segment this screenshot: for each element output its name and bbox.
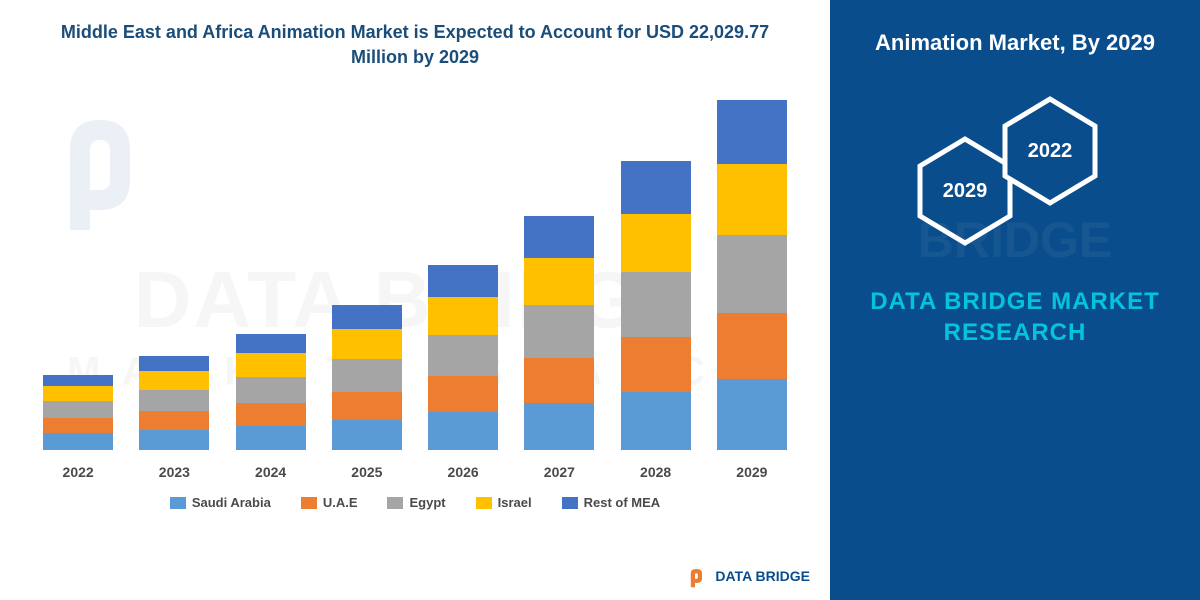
x-axis-label: 2029: [717, 464, 787, 480]
segment-u-a-e: [428, 376, 498, 412]
footer-brand-text: DATA BRIDGE: [715, 568, 810, 584]
legend-item-u-a-e: U.A.E: [301, 495, 358, 510]
segment-rest-of-mea: [621, 161, 691, 213]
segment-egypt: [621, 272, 691, 336]
segment-israel: [139, 371, 209, 390]
segment-u-a-e: [236, 403, 306, 426]
legend-item-israel: Israel: [476, 495, 532, 510]
bar-2025: [332, 305, 402, 451]
segment-u-a-e: [524, 358, 594, 403]
segment-egypt: [43, 401, 113, 418]
hexagon-graphic: 2029 2022: [915, 96, 1115, 256]
segment-saudi-arabia: [43, 433, 113, 450]
segment-u-a-e: [332, 392, 402, 420]
legend-label: U.A.E: [323, 495, 358, 510]
panel-title: Animation Market, By 2029: [875, 30, 1155, 56]
x-axis-label: 2023: [139, 464, 209, 480]
legend-swatch: [562, 497, 578, 509]
segment-saudi-arabia: [332, 420, 402, 450]
bar-2024: [236, 334, 306, 450]
brand-line1: DATA BRIDGE MARKET: [870, 286, 1160, 317]
bar-2026: [428, 265, 498, 451]
bar-2027: [524, 216, 594, 450]
segment-israel: [524, 258, 594, 305]
stacked-bar-chart: 2022 2023 2024 2025 2026 2027 2028 2029: [30, 80, 800, 480]
segment-saudi-arabia: [139, 430, 209, 451]
brand-line2: RESEARCH: [870, 317, 1160, 348]
bar-2028: [621, 161, 691, 450]
hexagon-front: 2022: [1000, 96, 1100, 206]
segment-rest-of-mea: [236, 334, 306, 353]
bar-2023: [139, 356, 209, 451]
segment-saudi-arabia: [524, 403, 594, 450]
bar-2022: [43, 375, 113, 451]
legend-item-rest-of-mea: Rest of MEA: [562, 495, 661, 510]
segment-u-a-e: [717, 313, 787, 379]
footer-logo-icon: [681, 562, 709, 590]
legend-item-saudi-arabia: Saudi Arabia: [170, 495, 271, 510]
segment-israel: [332, 329, 402, 359]
legend-swatch: [170, 497, 186, 509]
segment-egypt: [428, 335, 498, 377]
segment-saudi-arabia: [428, 412, 498, 450]
brand-name: DATA BRIDGE MARKET RESEARCH: [870, 286, 1160, 348]
segment-israel: [43, 386, 113, 401]
segment-rest-of-mea: [524, 216, 594, 258]
segment-saudi-arabia: [717, 379, 787, 450]
segment-egypt: [236, 377, 306, 404]
segment-u-a-e: [139, 411, 209, 430]
legend-swatch: [387, 497, 403, 509]
x-axis-label: 2026: [428, 464, 498, 480]
legend-label: Israel: [498, 495, 532, 510]
footer-brand: DATA BRIDGE: [681, 562, 810, 590]
segment-egypt: [139, 390, 209, 411]
legend-label: Rest of MEA: [584, 495, 661, 510]
segment-rest-of-mea: [717, 100, 787, 164]
bar-2029: [717, 100, 787, 450]
segment-rest-of-mea: [43, 375, 113, 386]
segment-rest-of-mea: [139, 356, 209, 371]
legend-swatch: [301, 497, 317, 509]
segment-egypt: [332, 359, 402, 391]
hex-front-label: 2022: [1028, 140, 1073, 163]
segment-rest-of-mea: [428, 265, 498, 297]
x-axis-label: 2024: [236, 464, 306, 480]
segment-israel: [428, 297, 498, 335]
legend-item-egypt: Egypt: [387, 495, 445, 510]
x-axis-label: 2027: [524, 464, 594, 480]
segment-egypt: [524, 305, 594, 357]
chart-legend: Saudi Arabia U.A.E Egypt Israel Rest of MEA: [30, 495, 800, 510]
segment-u-a-e: [621, 337, 691, 392]
segment-israel: [621, 214, 691, 273]
chart-title: Middle East and Africa Animation Market …: [30, 20, 800, 70]
info-panel: BRIDGE Animation Market, By 2029 2029 20…: [830, 0, 1200, 600]
hex-back-label: 2029: [943, 180, 988, 203]
legend-label: Saudi Arabia: [192, 495, 271, 510]
segment-israel: [717, 164, 787, 235]
segment-u-a-e: [43, 418, 113, 433]
segment-saudi-arabia: [621, 392, 691, 451]
segment-egypt: [717, 235, 787, 313]
x-axis-label: 2025: [332, 464, 402, 480]
legend-label: Egypt: [409, 495, 445, 510]
segment-saudi-arabia: [236, 426, 306, 451]
chart-panel: DATA BRIDGE M A R K E T R E S E A R C H …: [0, 0, 830, 600]
segment-rest-of-mea: [332, 305, 402, 330]
segment-israel: [236, 353, 306, 377]
x-axis-label: 2022: [43, 464, 113, 480]
legend-swatch: [476, 497, 492, 509]
x-axis-label: 2028: [621, 464, 691, 480]
